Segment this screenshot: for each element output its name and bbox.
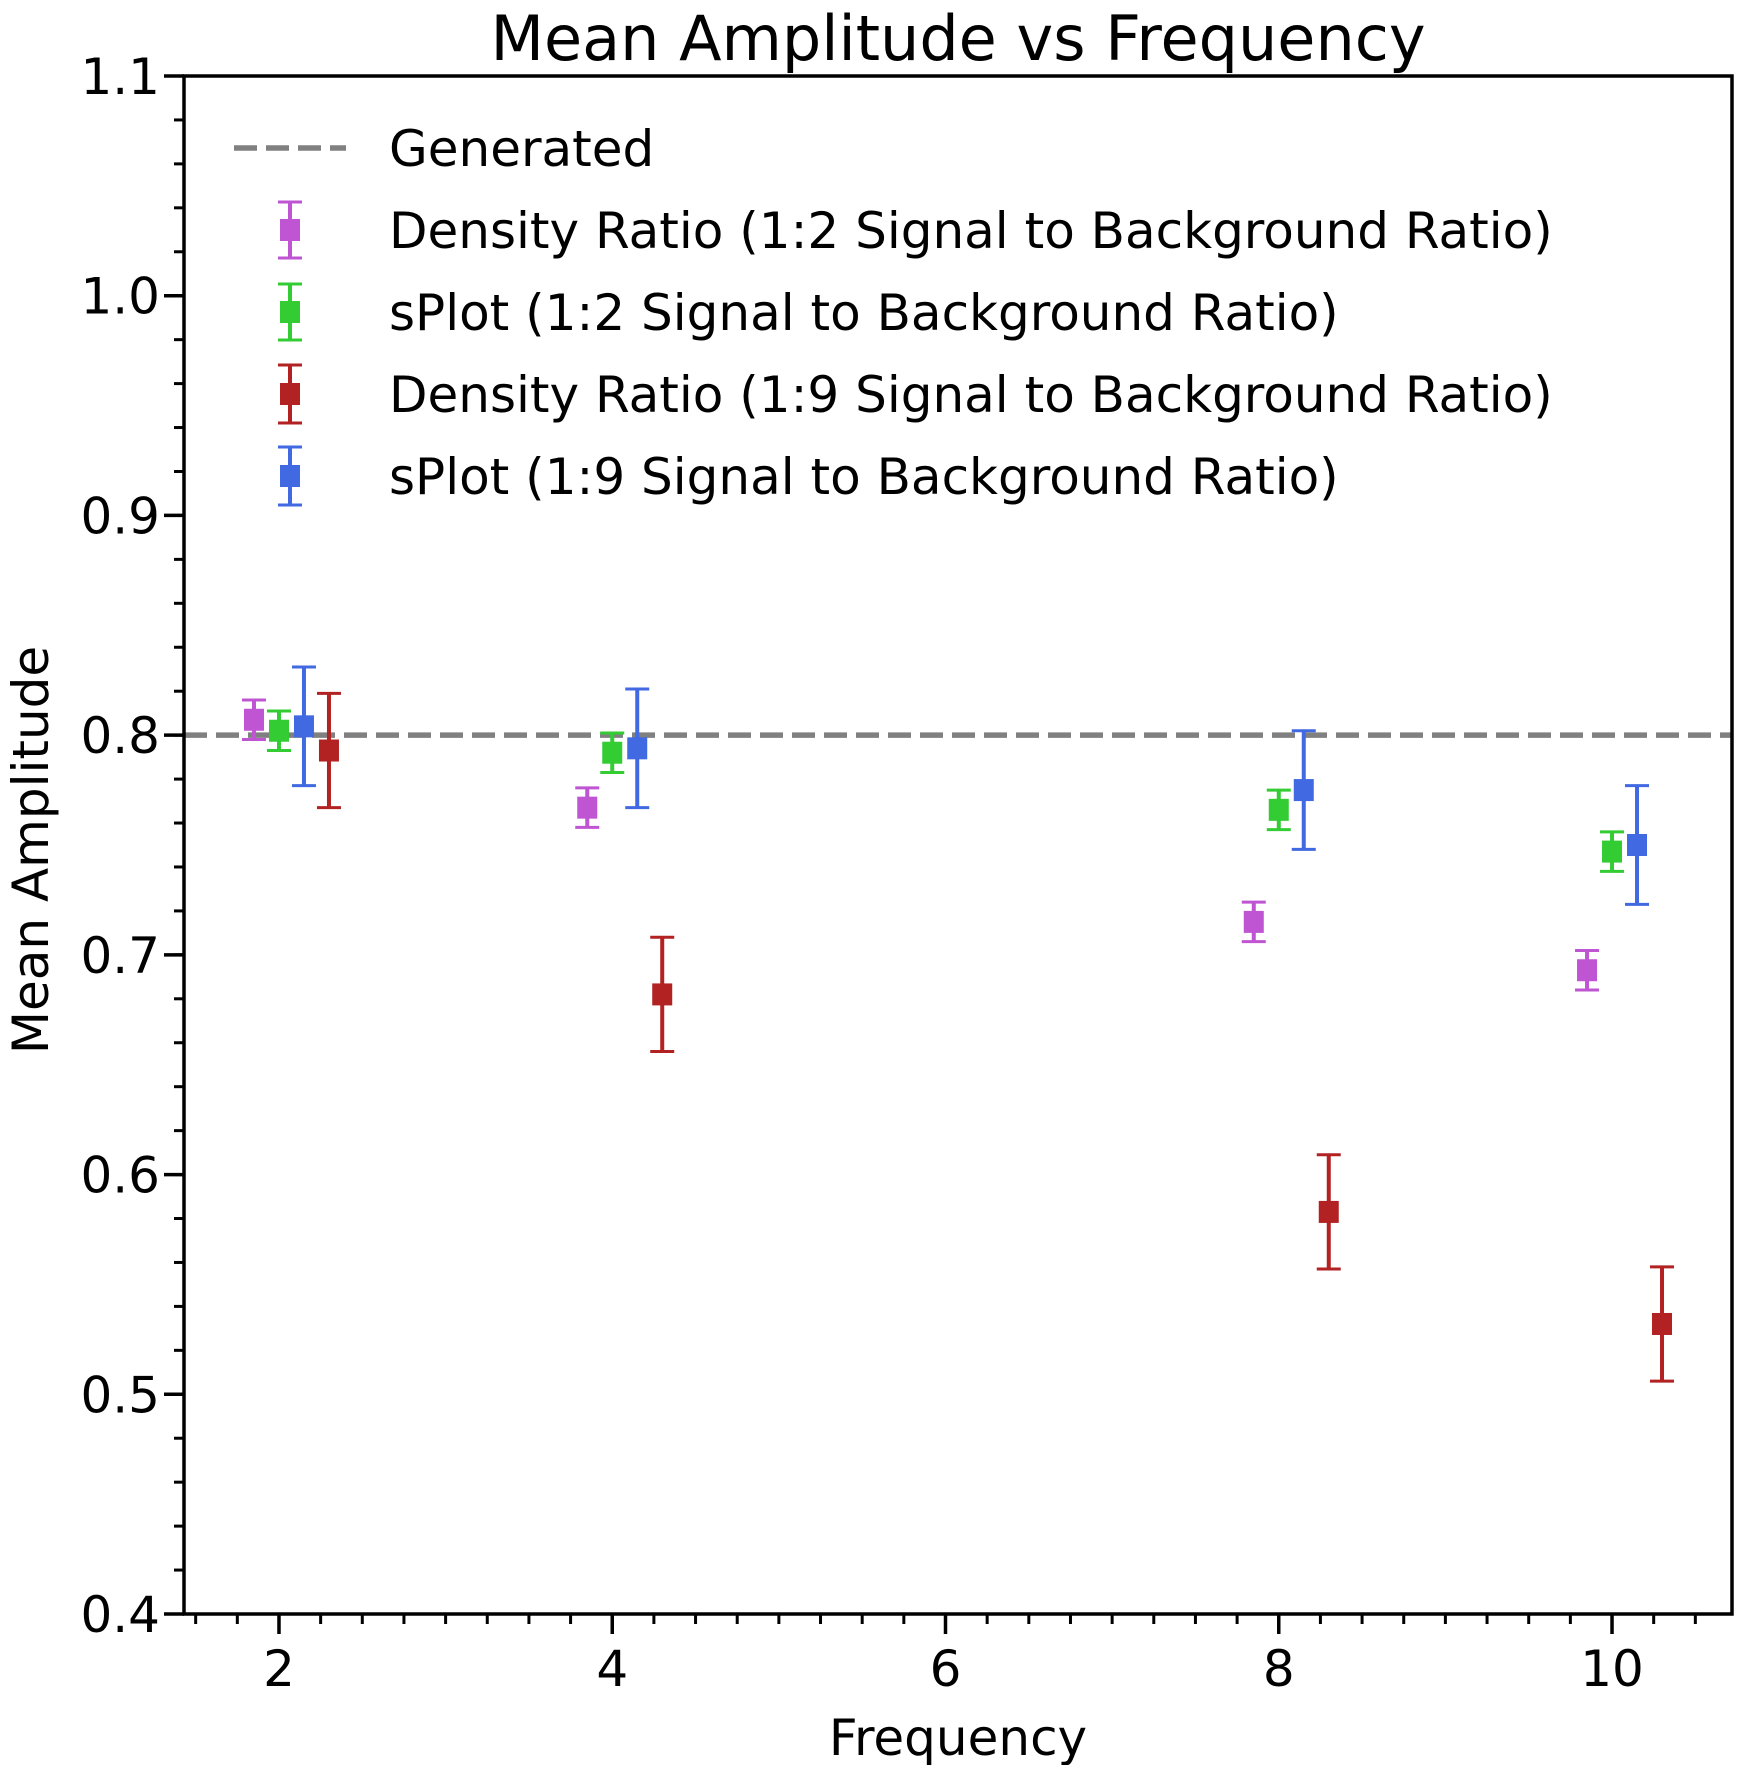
data-point-marker bbox=[1577, 959, 1598, 982]
data-point-marker bbox=[280, 219, 300, 241]
data-point-marker bbox=[318, 739, 339, 762]
series-density-ratio-1-2-signal-to-background-ratio bbox=[241, 698, 1600, 992]
series-splot-1-9-signal-to-background-ratio bbox=[291, 665, 1650, 906]
data-point-marker bbox=[268, 719, 289, 742]
data-point-marker bbox=[1627, 834, 1648, 856]
legend-entry-generated: Generated bbox=[234, 120, 654, 178]
data-point bbox=[1600, 830, 1625, 873]
y-tick-label: 0.9 bbox=[80, 487, 160, 545]
data-point-marker bbox=[577, 796, 598, 819]
data-point bbox=[291, 665, 316, 788]
legend-errorbar-marker bbox=[278, 445, 302, 507]
data-point bbox=[1575, 948, 1600, 992]
legend-label-generated: Generated bbox=[389, 120, 654, 178]
legend-marker-splot-1-9 bbox=[278, 445, 302, 507]
legend: Generated Density Ratio (1:2 Signal to B… bbox=[234, 120, 1553, 507]
legend-entry-splot-1-2: sPlot (1:2 Signal to Background Ratio) bbox=[278, 282, 1339, 342]
data-point-marker bbox=[1318, 1200, 1339, 1223]
data-point bbox=[1291, 729, 1316, 851]
legend-errorbar-marker bbox=[278, 282, 302, 342]
y-tick-label: 1.1 bbox=[80, 48, 160, 106]
legend-marker-splot-1-2 bbox=[278, 282, 302, 342]
data-point-marker bbox=[293, 715, 314, 738]
legend-entry-density-ratio-1-9: Density Ratio (1:9 Signal to Background … bbox=[278, 363, 1553, 425]
y-tick-label: 1.0 bbox=[80, 268, 160, 326]
legend-entry-splot-1-9: sPlot (1:9 Signal to Background Ratio) bbox=[278, 445, 1339, 507]
data-point-marker bbox=[1652, 1312, 1673, 1335]
data-point bbox=[1650, 1265, 1675, 1383]
x-tick-label: 2 bbox=[263, 1640, 295, 1698]
data-point-marker bbox=[243, 708, 264, 731]
legend-marker-density-ratio-1-2 bbox=[278, 200, 302, 260]
data-point bbox=[241, 698, 266, 742]
plot-frame bbox=[182, 74, 1734, 1616]
legend-label-splot-1-9: sPlot (1:9 Signal to Background Ratio) bbox=[389, 448, 1339, 506]
x-tick-label: 6 bbox=[930, 1640, 962, 1698]
data-point-marker bbox=[652, 983, 673, 1006]
data-point-marker bbox=[1243, 910, 1264, 933]
legend-marker-density-ratio-1-9 bbox=[278, 363, 302, 425]
data-point bbox=[1625, 784, 1650, 906]
data-point bbox=[316, 691, 341, 810]
data-point-marker bbox=[280, 465, 300, 487]
data-point bbox=[1241, 900, 1266, 944]
legend-errorbar-marker bbox=[278, 200, 302, 260]
series-layer bbox=[241, 665, 1675, 1383]
legend-entry-density-ratio-1-2: Density Ratio (1:2 Signal to Background … bbox=[278, 200, 1553, 260]
series-density-ratio-1-9-signal-to-background-ratio bbox=[316, 691, 1675, 1383]
data-point bbox=[650, 935, 675, 1054]
y-tick-label: 0.7 bbox=[80, 927, 160, 985]
y-tick-label: 0.4 bbox=[80, 1586, 160, 1644]
legend-label-density-ratio-1-9: Density Ratio (1:9 Signal to Background … bbox=[389, 366, 1553, 424]
data-point-marker bbox=[1602, 840, 1623, 863]
series-splot-1-2-signal-to-background-ratio bbox=[266, 709, 1625, 873]
x-tick-label: 4 bbox=[596, 1640, 628, 1698]
data-point-marker bbox=[627, 737, 648, 760]
legend-label-density-ratio-1-2: Density Ratio (1:2 Signal to Background … bbox=[389, 202, 1553, 260]
data-point-marker bbox=[1268, 798, 1289, 821]
y-axis-label: Mean Amplitude bbox=[2, 646, 60, 1054]
y-tick-label: 0.6 bbox=[80, 1147, 160, 1205]
data-point bbox=[1266, 788, 1291, 832]
data-point-marker bbox=[280, 383, 300, 405]
y-tick-label: 0.5 bbox=[80, 1366, 160, 1424]
data-point bbox=[1316, 1153, 1341, 1271]
legend-errorbar-marker bbox=[278, 363, 302, 425]
chart-title: Mean Amplitude vs Frequency bbox=[490, 2, 1425, 75]
data-point-marker bbox=[280, 301, 300, 323]
data-point-marker bbox=[602, 741, 623, 764]
x-tick-label: 8 bbox=[1263, 1640, 1295, 1698]
data-point bbox=[575, 786, 600, 829]
x-axis-label: Frequency bbox=[829, 1709, 1087, 1765]
data-point bbox=[625, 687, 650, 810]
y-tick-label: 0.8 bbox=[80, 707, 160, 765]
data-point bbox=[266, 709, 291, 753]
x-tick-label: 10 bbox=[1580, 1640, 1644, 1698]
data-point-marker bbox=[1293, 779, 1314, 802]
data-point bbox=[600, 731, 625, 774]
legend-label-splot-1-2: sPlot (1:2 Signal to Background Ratio) bbox=[389, 284, 1339, 342]
